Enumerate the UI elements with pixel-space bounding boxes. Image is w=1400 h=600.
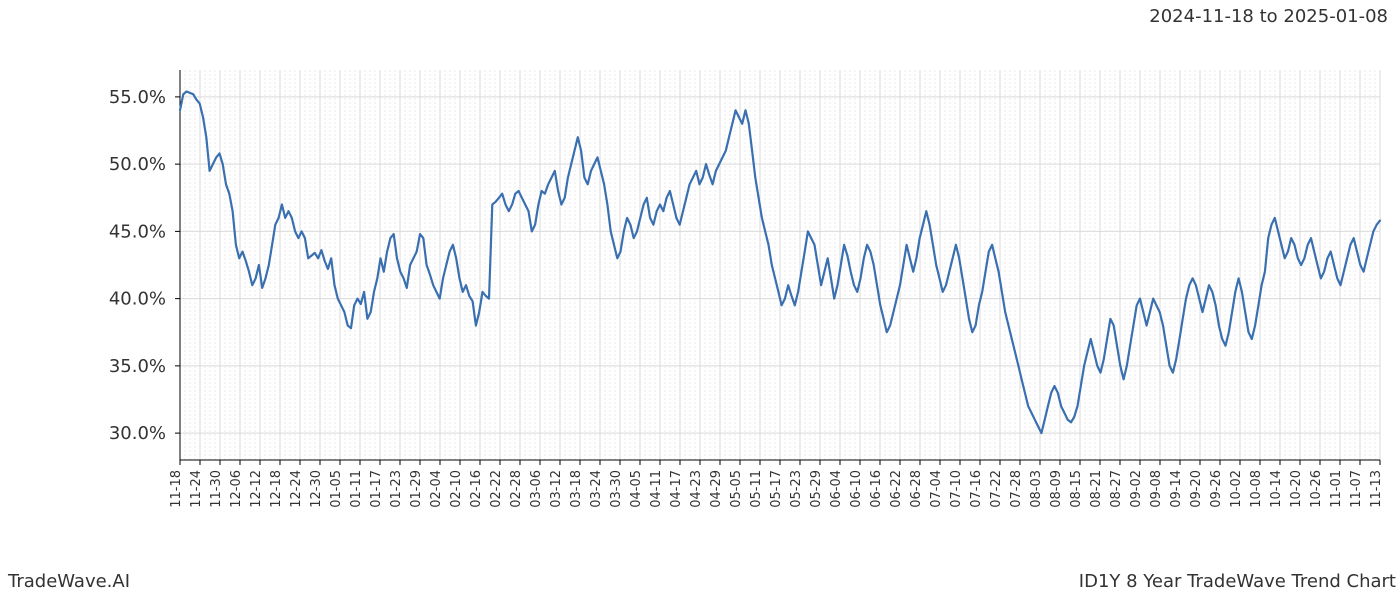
svg-text:04-23: 04-23	[689, 470, 704, 508]
svg-text:09-20: 09-20	[1189, 470, 1204, 508]
svg-text:02-16: 02-16	[469, 470, 484, 508]
svg-text:05-11: 05-11	[749, 470, 764, 508]
svg-text:12-12: 12-12	[249, 470, 264, 508]
svg-text:10-26: 10-26	[1309, 470, 1324, 508]
svg-text:08-03: 08-03	[1029, 470, 1044, 508]
svg-text:40.0%: 40.0%	[109, 289, 166, 310]
svg-text:03-30: 03-30	[609, 470, 624, 508]
svg-text:04-05: 04-05	[629, 470, 644, 508]
svg-text:08-15: 08-15	[1069, 470, 1084, 508]
chart-caption: ID1Y 8 Year TradeWave Trend Chart	[1079, 571, 1396, 592]
svg-text:06-28: 06-28	[909, 470, 924, 508]
svg-text:10-14: 10-14	[1269, 470, 1284, 508]
svg-text:09-08: 09-08	[1149, 470, 1164, 508]
svg-text:02-10: 02-10	[449, 470, 464, 508]
svg-text:06-10: 06-10	[849, 470, 864, 508]
svg-text:03-24: 03-24	[589, 470, 604, 508]
svg-text:01-23: 01-23	[389, 470, 404, 508]
svg-text:03-12: 03-12	[549, 470, 564, 508]
svg-text:03-06: 03-06	[529, 470, 544, 508]
svg-text:04-11: 04-11	[649, 470, 664, 508]
svg-text:08-09: 08-09	[1049, 470, 1064, 508]
svg-text:11-07: 11-07	[1349, 470, 1364, 508]
svg-text:55.0%: 55.0%	[109, 87, 166, 108]
svg-text:09-26: 09-26	[1209, 470, 1224, 508]
svg-text:03-18: 03-18	[569, 470, 584, 508]
svg-text:07-10: 07-10	[949, 470, 964, 508]
svg-text:12-24: 12-24	[289, 470, 304, 508]
svg-text:11-24: 11-24	[189, 470, 204, 508]
svg-text:04-29: 04-29	[709, 470, 724, 508]
svg-text:07-28: 07-28	[1009, 470, 1024, 508]
svg-text:09-14: 09-14	[1169, 470, 1184, 508]
svg-text:05-17: 05-17	[769, 470, 784, 508]
svg-text:05-29: 05-29	[809, 470, 824, 508]
svg-text:11-18: 11-18	[169, 470, 184, 508]
svg-text:50.0%: 50.0%	[109, 154, 166, 175]
svg-text:45.0%: 45.0%	[109, 221, 166, 242]
svg-text:11-30: 11-30	[209, 470, 224, 508]
svg-text:08-27: 08-27	[1109, 470, 1124, 508]
svg-text:12-18: 12-18	[269, 470, 284, 508]
svg-text:06-04: 06-04	[829, 470, 844, 508]
chart-container: 30.0% 35.0% 40.0% 45.0% 50.0% 55.0% 11-18 11-24…	[0, 30, 1400, 560]
svg-text:35.0%: 35.0%	[109, 356, 166, 377]
svg-text:10-02: 10-02	[1229, 470, 1244, 508]
svg-text:11-13: 11-13	[1369, 470, 1384, 508]
svg-text:06-16: 06-16	[869, 470, 884, 508]
svg-text:12-30: 12-30	[309, 470, 324, 508]
svg-text:02-28: 02-28	[509, 470, 524, 508]
trend-chart: 30.0% 35.0% 40.0% 45.0% 50.0% 55.0% 11-18 11-24…	[0, 30, 1400, 560]
svg-text:01-11: 01-11	[349, 470, 364, 508]
svg-text:05-23: 05-23	[789, 470, 804, 508]
svg-text:30.0%: 30.0%	[109, 423, 166, 444]
brand-label: TradeWave.AI	[8, 571, 130, 592]
svg-text:07-22: 07-22	[989, 470, 1004, 508]
svg-text:04-17: 04-17	[669, 470, 684, 508]
svg-text:01-17: 01-17	[369, 470, 384, 508]
svg-text:01-29: 01-29	[409, 470, 424, 508]
svg-text:07-04: 07-04	[929, 470, 944, 508]
svg-text:08-21: 08-21	[1089, 470, 1104, 508]
svg-text:07-16: 07-16	[969, 470, 984, 508]
svg-text:09-02: 09-02	[1129, 470, 1144, 508]
svg-text:10-08: 10-08	[1249, 470, 1264, 508]
svg-text:02-22: 02-22	[489, 470, 504, 508]
svg-text:10-20: 10-20	[1289, 470, 1304, 508]
svg-text:06-22: 06-22	[889, 470, 904, 508]
svg-text:11-01: 11-01	[1329, 470, 1344, 508]
svg-text:05-05: 05-05	[729, 470, 744, 508]
svg-text:01-05: 01-05	[329, 470, 344, 508]
svg-text:02-04: 02-04	[429, 470, 444, 508]
svg-text:12-06: 12-06	[229, 470, 244, 508]
date-range-label: 2024-11-18 to 2025-01-08	[1149, 6, 1388, 27]
